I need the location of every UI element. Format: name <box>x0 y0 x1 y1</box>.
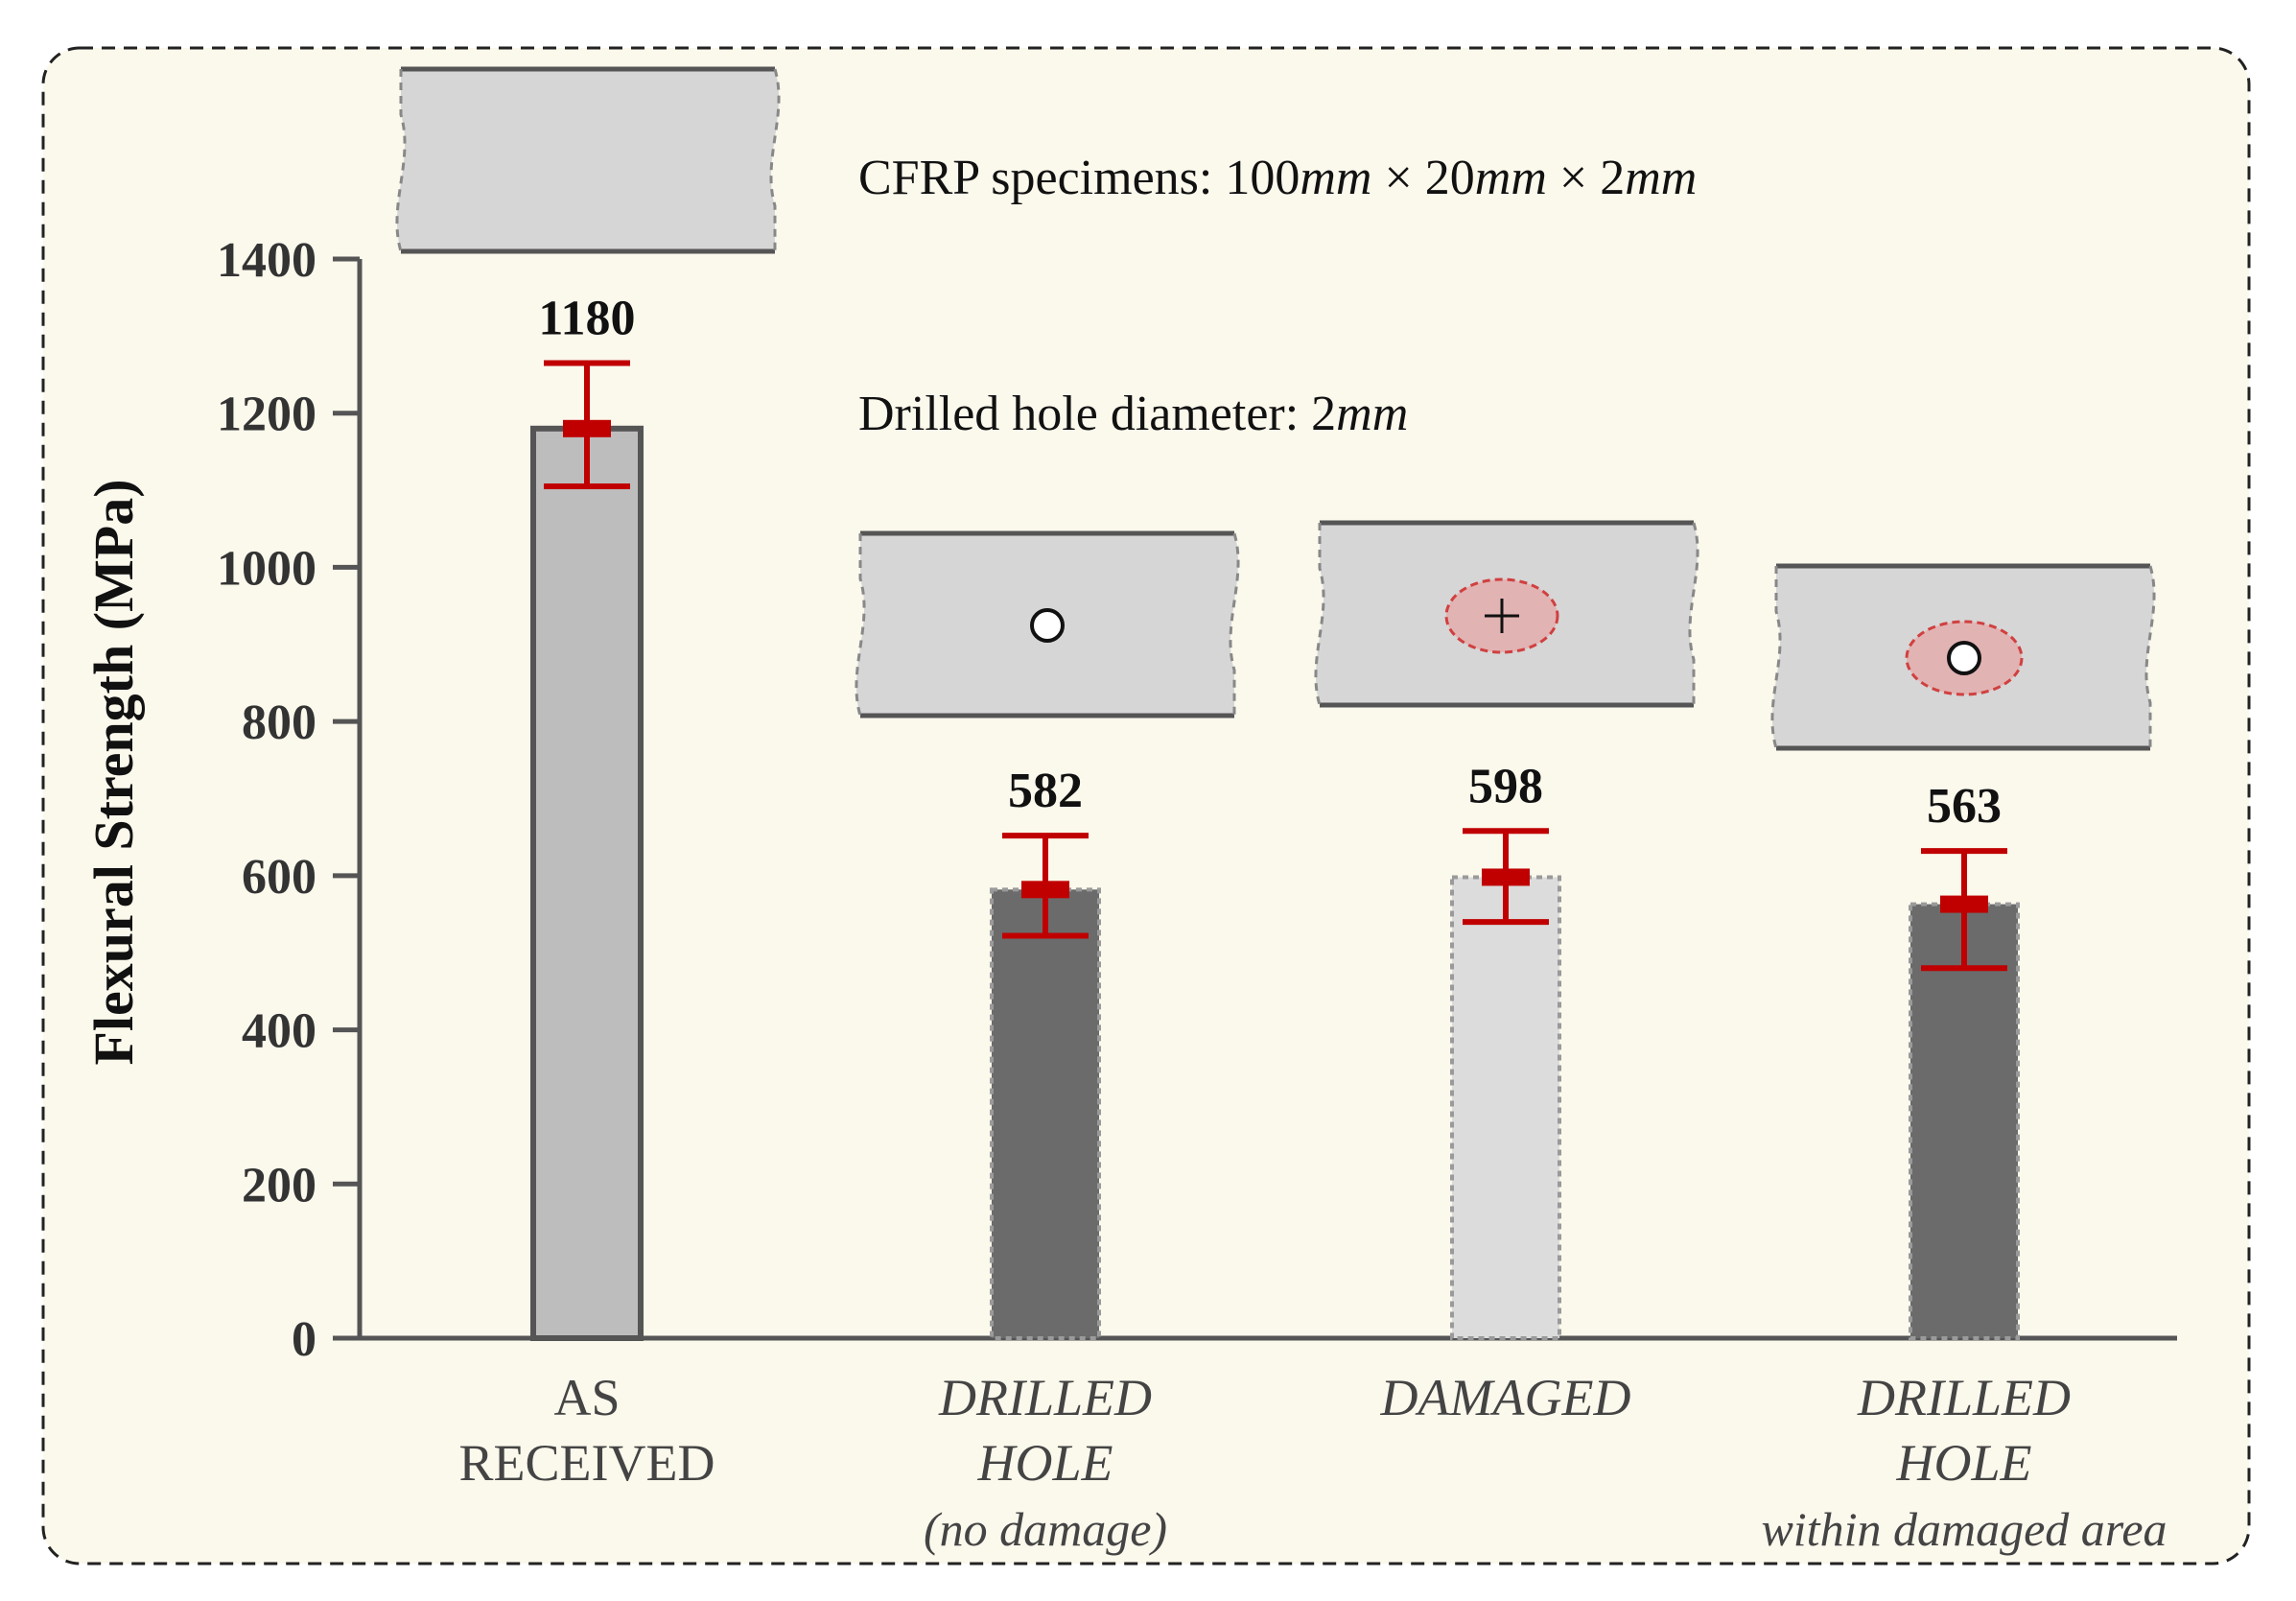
bar <box>1450 875 1561 1340</box>
y-tick-label: 0 <box>292 1312 316 1367</box>
axes: 0 200 400 600 800 1000 1200 1400 <box>217 233 2177 1367</box>
specimen-break-right <box>769 68 781 251</box>
bar <box>990 887 1101 1340</box>
specimen-break-left <box>1314 523 1325 706</box>
category-label: HOLE <box>976 1434 1113 1492</box>
bar <box>530 425 644 1341</box>
value-label: 598 <box>1468 759 1543 813</box>
specimen-icons <box>395 66 2156 751</box>
y-tick-label: 1400 <box>217 233 316 288</box>
value-label: 563 <box>1927 779 2002 834</box>
hole-icon <box>1030 608 1065 643</box>
category-label: HOLE <box>1895 1434 2031 1492</box>
specimen-break-right <box>1688 522 1699 705</box>
mean-marker <box>563 419 611 437</box>
specimen-break-right <box>1229 532 1240 716</box>
hole-icon <box>1947 641 1981 675</box>
y-tick-label: 1200 <box>217 388 316 442</box>
mean-marker <box>1021 881 1069 899</box>
category-label: DAMAGED <box>1380 1369 1631 1426</box>
category-label: RECEIVED <box>459 1434 715 1492</box>
y-tick-label: 1000 <box>217 541 316 596</box>
specimen-body <box>396 69 780 251</box>
mean-marker <box>1940 895 1988 913</box>
value-label: 1180 <box>538 291 635 345</box>
category-label: within damaged area <box>1761 1502 2167 1556</box>
hole-diameter-note: Drilled hole diameter: 2mm <box>858 387 1408 441</box>
y-tick-label: 200 <box>242 1158 316 1213</box>
specimen-dimensions-note: CFRP specimens: 100mm × 20mm × 2mm <box>858 151 1697 205</box>
y-tick-label: 400 <box>242 1004 316 1059</box>
specimen-icon <box>395 66 781 254</box>
category-label: AS <box>553 1369 620 1426</box>
specimen-break-left <box>1770 566 1782 749</box>
specimen-break-left <box>395 69 407 252</box>
category-label: DRILLED <box>1857 1369 2071 1426</box>
value-label: 582 <box>1008 764 1083 818</box>
category-label: DRILLED <box>938 1369 1152 1426</box>
mean-marker <box>1482 868 1530 886</box>
specimen-break-right <box>2144 565 2156 748</box>
y-axis-title: Flexural Strength (MPa) <box>82 479 145 1065</box>
y-tick-label: 800 <box>242 695 316 750</box>
y-tick-label: 600 <box>242 850 316 905</box>
bars: 1180 AS RECEIVED 582 DRILLED HOLE (no damage) 5… <box>459 291 2167 1556</box>
bar <box>1909 902 2020 1340</box>
specimen-break-left <box>855 533 866 717</box>
category-label: (no damage) <box>924 1502 1167 1556</box>
